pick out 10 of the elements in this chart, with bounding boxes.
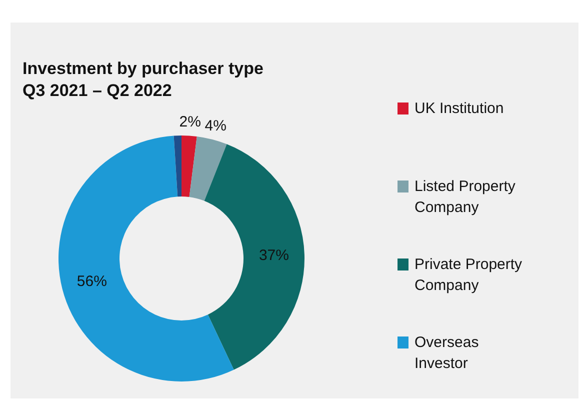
data-label: 56%: [76, 273, 107, 290]
data-label: 37%: [258, 247, 289, 264]
legend-label: UK Institution: [414, 100, 504, 117]
chart-subtitle: Q3 2021 – Q2 2022: [22, 81, 172, 100]
legend-label: Private Property Company: [414, 256, 523, 294]
data-label: 2%: [179, 113, 201, 130]
legend-label: Overseas Investor: [414, 334, 479, 372]
legend-label: Listed Property Company: [414, 178, 516, 216]
chart-title: Investment by purchaser type: [22, 59, 264, 78]
data-label: 4%: [204, 117, 226, 134]
